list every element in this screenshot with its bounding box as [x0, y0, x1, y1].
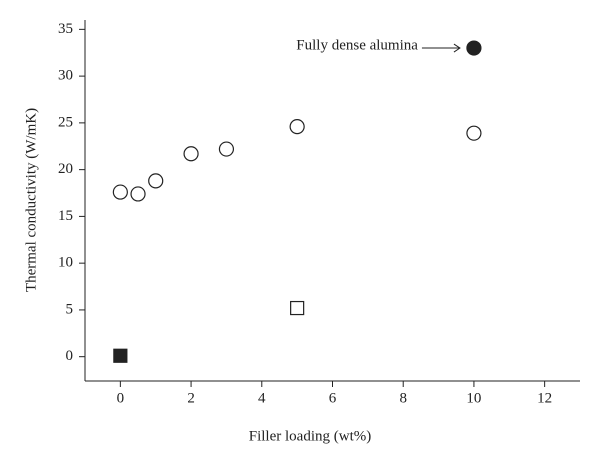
- circle-marker: [466, 125, 482, 141]
- y-tick-label: 20: [58, 161, 73, 177]
- y-axis-label: Thermal conductivity (W/mK): [23, 108, 39, 292]
- circle-marker: [130, 186, 146, 202]
- circle-marker: [183, 146, 199, 162]
- x-tick-label: 12: [537, 390, 552, 406]
- x-tick-label: 10: [466, 390, 481, 406]
- y-tick-label: 25: [58, 114, 73, 130]
- square-marker: [113, 348, 128, 363]
- x-tick-label: 6: [329, 390, 337, 406]
- square-marker: [290, 300, 305, 316]
- circle-marker: [289, 119, 305, 135]
- y-tick-label: 0: [66, 348, 74, 364]
- x-tick-label: 2: [187, 390, 195, 406]
- x-tick-label: 0: [117, 390, 125, 406]
- annotation-arrowhead: [453, 43, 461, 53]
- y-tick-label: 15: [58, 208, 73, 224]
- circle-marker: [112, 184, 128, 200]
- x-axis-label: Filler loading (wt%): [249, 428, 371, 444]
- x-tick-label: 4: [258, 390, 266, 406]
- y-tick-label: 10: [58, 255, 73, 271]
- circle-marker: [466, 40, 482, 56]
- circle-marker: [218, 141, 235, 157]
- annotation: Fully dense alumina: [296, 37, 418, 53]
- y-tick-label: 35: [58, 21, 73, 37]
- y-tick-label: 30: [58, 68, 73, 84]
- circle-marker: [148, 173, 164, 189]
- x-tick-label: 8: [399, 390, 407, 406]
- y-tick-label: 5: [66, 301, 74, 317]
